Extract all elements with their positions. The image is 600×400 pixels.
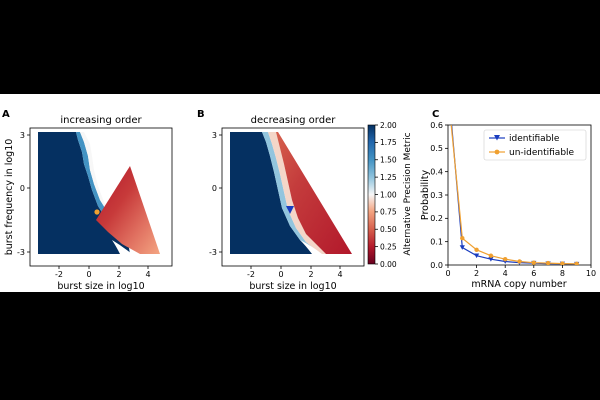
panel-a-title: increasing order <box>60 115 142 126</box>
colorbar-tick-label: 1.00 <box>380 190 397 199</box>
legend-marker-un-identifiable <box>494 149 500 155</box>
data-point-un-identifiable <box>574 261 579 265</box>
series-line-un-identifiable <box>450 125 577 265</box>
panel-b-title: decreasing order <box>251 115 337 126</box>
panel-c-xtick-label: 4 <box>503 269 508 278</box>
panel-c-ytick-label: 0.2 <box>430 214 443 223</box>
data-point-identifiable <box>459 245 465 250</box>
colorbar-tick-label: 0.75 <box>380 208 397 217</box>
panel-a-xticks: -2 0 2 4 <box>55 266 151 279</box>
panel-b-xtick-label: 0 <box>278 270 283 279</box>
panel-b-marker <box>286 206 294 214</box>
panel-a-xtick-label: 2 <box>116 270 121 279</box>
figure: A increasing order -2 0 2 4 3 0 <box>0 94 600 292</box>
data-point-un-identifiable <box>474 247 479 253</box>
data-point-un-identifiable <box>460 235 465 241</box>
colorbar-tick-label: 2.00 <box>380 121 397 130</box>
panel-c-xtick-label: 0 <box>445 269 450 278</box>
panel-b-heatmap <box>230 132 352 254</box>
panel-a-xtick-label: 4 <box>145 270 150 279</box>
panel-c-xticks: 0 2 4 6 8 10 <box>445 265 596 278</box>
panel-a-heatmap <box>38 132 160 254</box>
panel-c-ytick-label: 0.0 <box>430 261 443 270</box>
panel-c-series <box>446 94 580 265</box>
panel-a: A increasing order -2 0 2 4 3 0 <box>2 109 173 292</box>
panel-a-letter: A <box>2 109 10 120</box>
panel-b-letter: B <box>197 109 205 120</box>
panel-a-ytick-label: 3 <box>20 131 25 140</box>
colorbar-tick-label: 0.25 <box>380 242 397 251</box>
panel-b-ytick-label: 0 <box>212 184 217 193</box>
colorbar: 2.00 1.75 1.50 1.25 1.00 0.75 0.50 0.25 0.00 Alt… <box>367 121 413 269</box>
data-point-un-identifiable <box>503 256 508 262</box>
panel-b-ytick-label: 3 <box>212 131 217 140</box>
panel-c-xtick-label: 8 <box>560 269 565 278</box>
panel-b-yticks: 3 0 -3 <box>209 131 222 257</box>
panel-b-xtick-label: 2 <box>308 270 313 279</box>
data-point-un-identifiable <box>446 94 450 95</box>
panel-a-ylabel: burst frequency in log10 <box>4 139 15 256</box>
panel-c: C 0 2 4 6 8 10 0.0 0.1 0.2 0.3 0.4 0.5 0.6 identifi… <box>420 94 596 290</box>
data-point-identifiable <box>488 256 494 262</box>
panel-b-xtick-label: -2 <box>247 270 255 279</box>
colorbar-tick-label: 0.50 <box>380 225 397 234</box>
legend-label-un-identifiable: un-identifiable <box>509 148 575 158</box>
panel-c-ytick-label: 0.3 <box>430 191 443 200</box>
panel-c-xtick-label: 10 <box>586 269 596 278</box>
data-point-un-identifiable <box>531 260 536 265</box>
panel-a-yticks: 3 0 -3 <box>17 131 30 257</box>
panel-a-xtick-label: -2 <box>55 270 63 279</box>
colorbar-label: Alternative Precision Metric <box>403 132 413 255</box>
colorbar-gradient <box>367 124 376 265</box>
legend-box <box>483 129 587 161</box>
panel-a-xtick-label: 0 <box>86 270 91 279</box>
data-point-un-identifiable <box>560 261 565 265</box>
panel-c-ytick-label: 0.1 <box>430 237 443 246</box>
data-point-un-identifiable <box>517 259 522 264</box>
panel-c-ylabel: Probability <box>420 170 431 221</box>
panel-c-ytick-label: 0.6 <box>430 121 443 130</box>
panel-a-marker <box>94 209 100 215</box>
panel-a-xlabel: burst size in log10 <box>57 281 144 292</box>
panel-c-xlabel: mRNA copy number <box>471 279 566 290</box>
legend-marker-identifiable <box>494 135 500 141</box>
colorbar-tick-label: 1.50 <box>380 156 397 165</box>
panel-b-xlabel: burst size in log10 <box>249 281 336 292</box>
panel-b-xtick-label: 4 <box>337 270 342 279</box>
data-point-un-identifiable <box>545 260 551 265</box>
data-point-un-identifiable <box>488 253 494 258</box>
panel-b-ytick-label: -3 <box>209 248 217 257</box>
data-point-identifiable <box>474 253 480 259</box>
panel-b: B decreasing order -2 0 2 4 3 0 -3 <box>197 109 365 292</box>
colorbar-tick-label: 1.75 <box>380 138 397 147</box>
panel-c-ytick-label: 0.5 <box>430 144 443 153</box>
panel-c-xtick-label: 2 <box>474 269 479 278</box>
colorbar-tick-label: 1.25 <box>380 173 397 182</box>
panel-b-xticks: -2 0 2 4 <box>247 266 343 279</box>
colorbar-tick-label: 0.00 <box>380 260 397 269</box>
panel-c-letter: C <box>432 109 439 120</box>
panel-c-xtick-label: 6 <box>531 269 536 278</box>
legend-label-identifiable: identifiable <box>509 134 560 144</box>
colorbar-ticks: 2.00 1.75 1.50 1.25 1.00 0.75 0.50 0.25 0.00 <box>375 121 397 269</box>
panel-c-yticks: 0.0 0.1 0.2 0.3 0.4 0.5 0.6 <box>430 121 448 270</box>
panel-c-legend: identifiable un-identifiable <box>483 129 587 161</box>
panel-c-ytick-label: 0.4 <box>430 167 443 176</box>
figure-canvas: A increasing order -2 0 2 4 3 0 <box>2 94 596 292</box>
panel-a-ytick-label: -3 <box>17 248 25 257</box>
panel-a-ytick-label: 0 <box>20 184 25 193</box>
